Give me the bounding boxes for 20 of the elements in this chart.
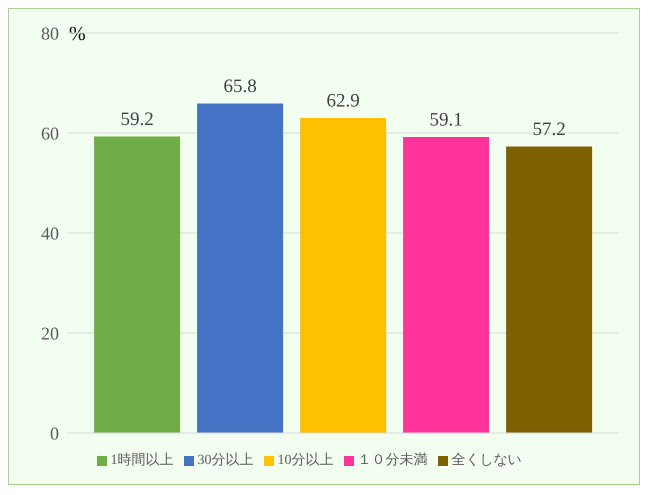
data-label: 57.2	[532, 119, 566, 140]
y-tick-label: 0	[50, 423, 59, 444]
y-tick-label: 60	[41, 123, 59, 144]
y-tick-label: 40	[41, 223, 59, 244]
legend-label: １０分未満	[358, 453, 428, 468]
bar	[197, 104, 284, 433]
bar	[506, 146, 592, 433]
data-label: 59.1	[429, 110, 463, 130]
bar	[300, 118, 386, 433]
data-label: 62.9	[326, 90, 360, 112]
y-tick-label: 20	[41, 323, 59, 344]
bar	[94, 136, 180, 433]
legend-label: 全くしない	[452, 453, 522, 468]
y-tick-label: 80	[41, 23, 59, 44]
legend-label: 10分以上	[278, 453, 334, 468]
bar	[403, 137, 490, 433]
legend-label: 1時間以上	[110, 453, 174, 468]
legend-label: 30分以上	[198, 453, 254, 468]
data-label: 65.8	[223, 76, 257, 97]
data-label: 59.2	[120, 109, 154, 130]
